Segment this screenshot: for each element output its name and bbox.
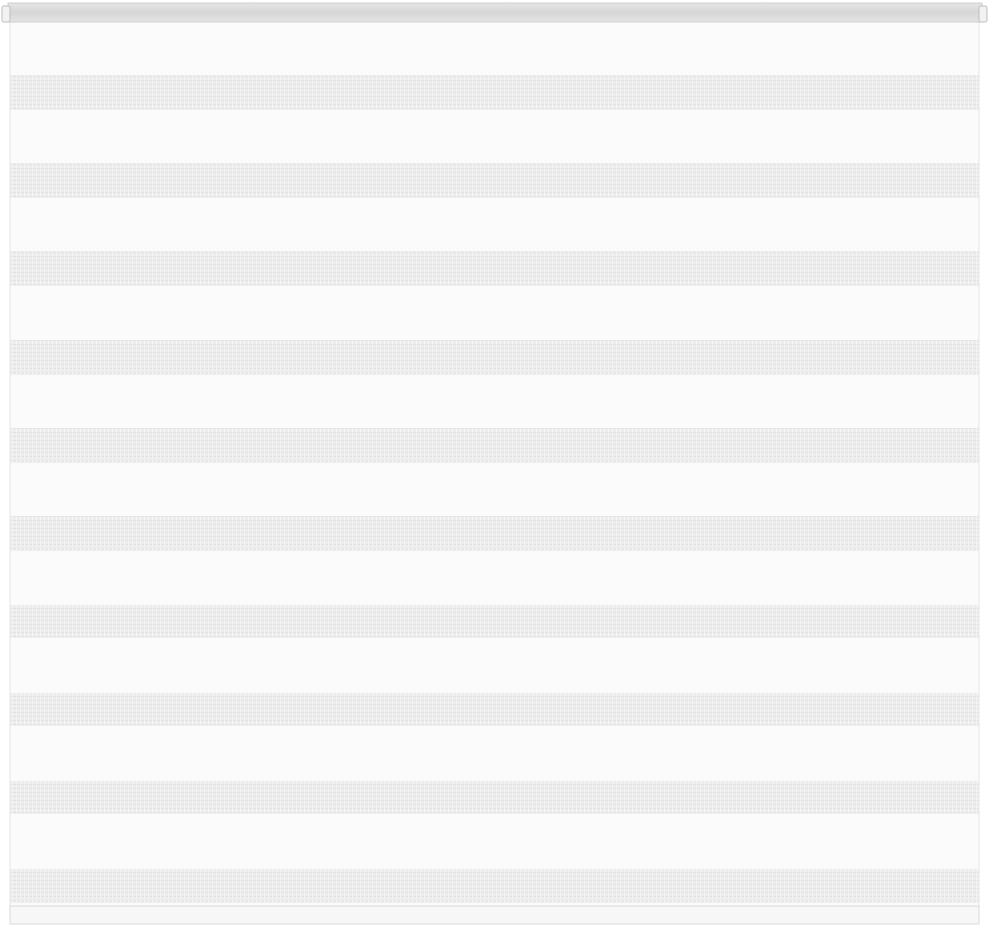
fabric <box>9 19 980 909</box>
sheer-band <box>10 340 979 375</box>
right-bracket <box>978 5 988 23</box>
sheer-band <box>10 75 979 110</box>
bottom-rail <box>9 905 980 925</box>
sheer-band <box>10 869 979 903</box>
sheer-band <box>10 516 979 551</box>
sheer-band <box>10 163 979 198</box>
top-rail <box>7 2 983 23</box>
sheer-band <box>10 605 979 638</box>
left-bracket <box>1 5 11 23</box>
sheer-band <box>10 781 979 814</box>
sheer-band <box>10 428 979 463</box>
sheer-bands <box>10 75 979 903</box>
sheer-band <box>10 693 979 726</box>
sheer-band <box>10 251 979 286</box>
